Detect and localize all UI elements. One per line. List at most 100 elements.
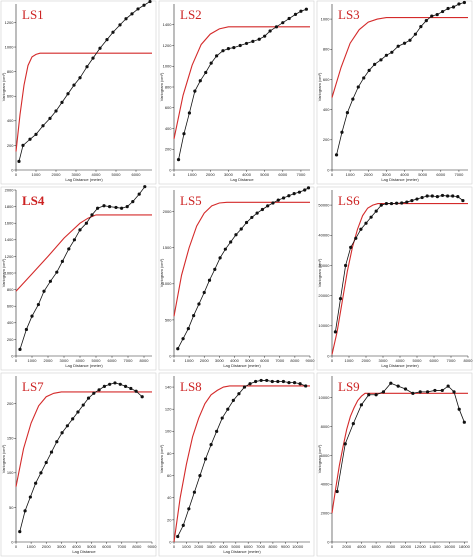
data-point xyxy=(91,56,95,60)
data-point xyxy=(23,509,27,513)
data-point xyxy=(408,38,412,42)
data-point xyxy=(30,314,34,318)
x-tick-label: 7000 xyxy=(296,172,306,177)
x-tick-label: 3000 xyxy=(215,358,225,363)
y-tick-label: 600 xyxy=(323,77,330,82)
data-point xyxy=(384,53,388,57)
x-tick-label: 12000 xyxy=(415,544,427,549)
x-tick-label: 3000 xyxy=(57,544,67,549)
data-point xyxy=(451,5,456,9)
data-point xyxy=(425,390,430,394)
data-point xyxy=(72,238,76,242)
data-point xyxy=(41,124,45,128)
data-point xyxy=(181,523,185,528)
model-curve xyxy=(173,201,310,317)
x-tick-label: 2000 xyxy=(200,358,210,363)
y-tick-label: 0 xyxy=(169,539,172,544)
panel-border xyxy=(0,0,157,185)
data-point xyxy=(78,76,82,80)
data-point xyxy=(49,450,54,454)
empirical-curve xyxy=(177,187,309,349)
data-point xyxy=(105,38,109,42)
x-tick-label: 16000 xyxy=(444,544,456,549)
data-point xyxy=(411,391,415,395)
data-point xyxy=(60,259,64,263)
x-axis-label: Lag Distance (meter) xyxy=(223,363,261,368)
x-tick-label: 7000 xyxy=(454,172,464,177)
data-point xyxy=(379,58,383,62)
data-point xyxy=(85,65,89,69)
x-tick-label: 1000 xyxy=(346,172,356,177)
y-axis-label: Variogram (cm²) xyxy=(1,72,6,101)
data-point xyxy=(226,407,230,411)
x-tick-label: 7000 xyxy=(117,544,127,549)
data-point xyxy=(55,440,59,444)
y-tick-label: 120 xyxy=(165,407,172,412)
panel-border xyxy=(0,372,157,557)
data-point xyxy=(84,221,88,225)
data-point xyxy=(298,382,302,386)
y-tick-label: 2000 xyxy=(163,209,173,214)
data-point xyxy=(203,457,208,461)
y-tick-label: 6000 xyxy=(321,453,331,458)
x-tick-label: 0 xyxy=(15,358,18,363)
data-point xyxy=(198,474,202,478)
data-point xyxy=(248,382,252,386)
data-point xyxy=(334,153,339,157)
x-tick-label: 4000 xyxy=(76,358,86,363)
y-tick-label: 150 xyxy=(7,436,14,441)
data-point xyxy=(396,44,400,48)
panel-title: LS6 xyxy=(338,193,360,208)
x-tick-label: 5000 xyxy=(112,172,122,177)
y-tick-label: 140 xyxy=(165,384,172,389)
x-tick-label: 4000 xyxy=(219,544,229,549)
data-point xyxy=(96,206,100,210)
data-point xyxy=(238,43,242,48)
data-point xyxy=(395,201,399,205)
x-tick-label: 1000 xyxy=(27,544,37,549)
panel-title: LS4 xyxy=(22,193,45,208)
x-tick-label: 6000 xyxy=(132,172,142,177)
panel-title: LS8 xyxy=(180,379,202,394)
data-point xyxy=(176,347,180,351)
data-point xyxy=(202,290,206,295)
data-point xyxy=(39,471,43,475)
x-tick-label: 1000 xyxy=(185,358,195,363)
y-axis-label: Variogram (cm²) xyxy=(317,444,322,473)
data-point xyxy=(207,278,212,282)
data-point xyxy=(90,213,94,217)
data-point xyxy=(187,507,191,511)
data-point xyxy=(21,143,25,148)
panel-ls7: 0 1000 2000 3000 4000 5000 6000 7000 8000 9000 0 50… xyxy=(0,372,157,557)
x-tick-label: 8000 xyxy=(140,358,150,363)
x-tick-label: 8000 xyxy=(268,544,278,549)
data-point xyxy=(218,256,222,260)
x-tick-label: 0 xyxy=(173,172,176,177)
x-tick-label: 5000 xyxy=(92,358,102,363)
panel-ls1: 0 1000 2000 3000 4000 5000 6000 0 200 400 600 800 10… xyxy=(0,0,157,185)
y-tick-label: 2000 xyxy=(5,187,15,192)
x-tick-label: 5000 xyxy=(260,172,270,177)
y-tick-label: 1400 xyxy=(163,22,173,27)
panel-title: LS2 xyxy=(180,7,202,22)
data-point xyxy=(60,100,64,104)
data-point xyxy=(440,193,445,198)
panel-title: LS1 xyxy=(22,7,44,22)
y-tick-label: 500 xyxy=(165,317,172,322)
data-point xyxy=(232,45,236,50)
x-tick-label: 3000 xyxy=(72,172,82,177)
x-tick-label: 1000 xyxy=(188,172,198,177)
data-point xyxy=(120,206,124,210)
y-axis-label: Variogram (cm²) xyxy=(1,444,6,473)
data-point xyxy=(402,41,407,45)
y-tick-label: 200 xyxy=(7,337,14,342)
data-point xyxy=(244,41,249,46)
empirical-curve xyxy=(178,8,307,160)
data-point xyxy=(281,21,285,25)
x-tick-label: 6000 xyxy=(436,172,446,177)
data-point xyxy=(410,198,414,203)
data-point xyxy=(123,384,128,388)
data-point xyxy=(242,385,247,389)
data-point xyxy=(76,410,80,414)
y-tick-label: 10000 xyxy=(318,323,330,328)
